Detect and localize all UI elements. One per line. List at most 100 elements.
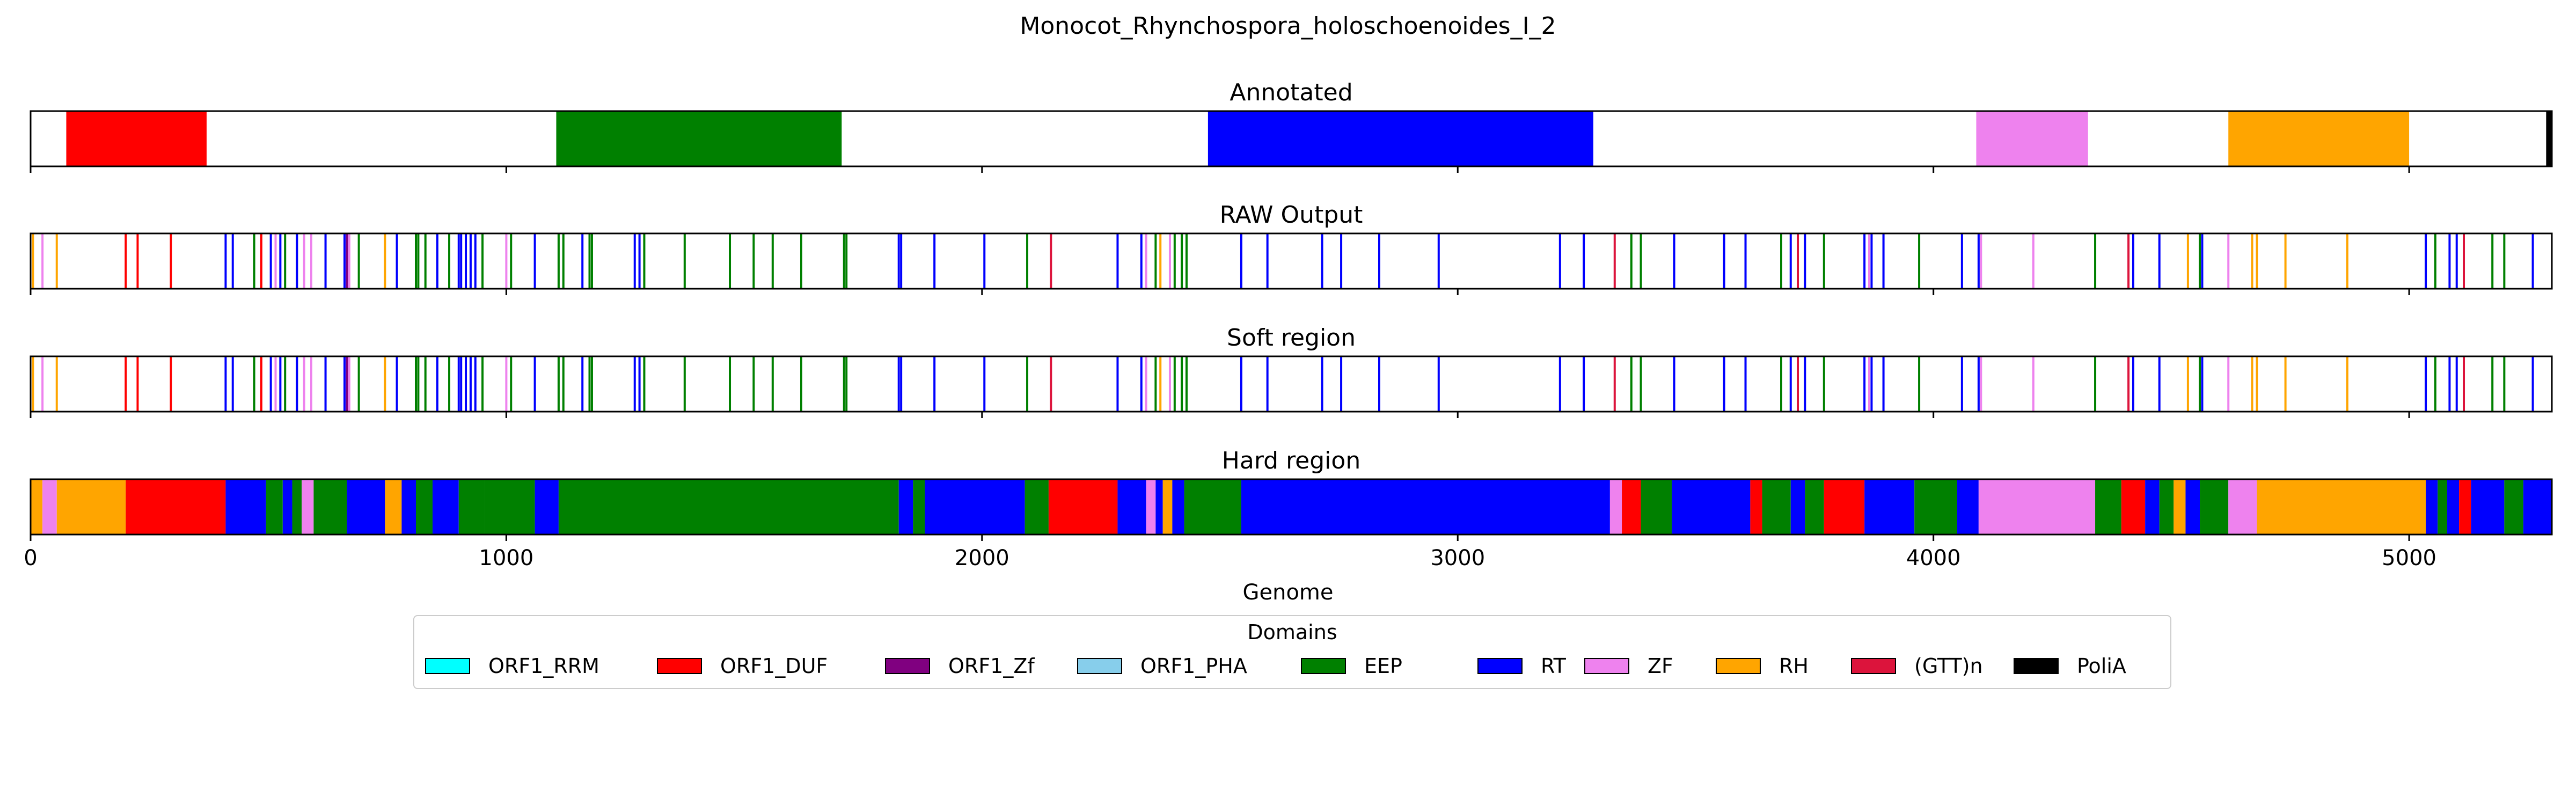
track-soft-region: Soft region xyxy=(30,324,2553,418)
track-annotated: Annotated xyxy=(30,79,2553,173)
legend-item-polia: PoliA xyxy=(2014,653,2126,679)
segment-orf1-duf xyxy=(1048,479,1118,535)
legend-item-orf1-duf: ORF1_DUF xyxy=(657,653,828,679)
segment-rt xyxy=(2471,479,2505,535)
segment-orf1-duf xyxy=(1824,479,1865,535)
x-tick-label: 3000 xyxy=(1430,546,1485,570)
track-frame xyxy=(30,355,2553,413)
segment-rt xyxy=(2426,479,2438,535)
segment-zf xyxy=(302,479,314,535)
segment-eep xyxy=(2095,479,2121,535)
legend-item-rh: RH xyxy=(1716,653,1809,679)
legend-label: EEP xyxy=(1364,654,1402,678)
segment-eep xyxy=(913,479,925,535)
legend-swatch xyxy=(1077,658,1122,674)
segment-rh xyxy=(2257,479,2426,535)
x-tick-label: 2000 xyxy=(955,546,1009,570)
segment-rt xyxy=(1672,479,1751,535)
segment-zf xyxy=(1146,479,1156,535)
track-title-raw-output: RAW Output xyxy=(1220,201,1363,229)
segment-eep xyxy=(2159,479,2174,535)
legend-item-orf1-pha: ORF1_PHA xyxy=(1077,653,1247,679)
segment-orf1-duf xyxy=(2459,479,2471,535)
segment-rh xyxy=(2228,111,2410,166)
track-raw-output: RAW Output xyxy=(30,201,2553,295)
segment-eep xyxy=(485,479,535,535)
segment-eep xyxy=(1914,479,1957,535)
segment-zf xyxy=(1976,111,2088,166)
segment-rt xyxy=(401,479,416,535)
segment-rt xyxy=(225,479,266,535)
track-title-hard-region: Hard region xyxy=(1222,447,1360,474)
track-frame xyxy=(30,232,2553,290)
segment-eep xyxy=(2438,479,2447,535)
x-tick-label: 4000 xyxy=(1906,546,1961,570)
segment-polia xyxy=(2546,111,2552,166)
legend-swatch xyxy=(885,658,930,674)
segment-rt xyxy=(347,479,385,535)
track-frame xyxy=(30,110,2553,167)
legend-swatch xyxy=(1584,658,1629,674)
segment-rh xyxy=(1162,479,1173,535)
segment-eep xyxy=(313,479,347,535)
segment-rt xyxy=(1957,479,1979,535)
legend-label: ORF1_Zf xyxy=(948,654,1035,678)
segment-zf xyxy=(42,479,57,535)
segment-rh xyxy=(31,479,43,535)
legend-swatch xyxy=(1301,658,1346,674)
legend-item-eep: EEP xyxy=(1301,653,1402,679)
x-tick-label: 0 xyxy=(24,546,37,570)
segment-zf xyxy=(1609,479,1622,535)
figure-title: Monocot_Rhynchospora_holoschoenoides_I_2 xyxy=(1020,12,1556,40)
legend-item--gtt-n: (GTT)n xyxy=(1851,653,1983,679)
segment-rt xyxy=(1172,479,1184,535)
segment-rt xyxy=(1155,479,1163,535)
segment-zf xyxy=(2228,479,2257,535)
legend-label: PoliA xyxy=(2077,654,2126,678)
segment-eep xyxy=(1024,479,1049,535)
segment-rt xyxy=(2185,479,2200,535)
segment-zf xyxy=(1978,479,2096,535)
legend-swatch xyxy=(657,658,702,674)
track-title-soft-region: Soft region xyxy=(1227,324,1356,352)
legend-label: (GTT)n xyxy=(1914,654,1983,678)
segment-eep xyxy=(2200,479,2229,535)
legend-items: ORF1_RRM ORF1_DUF ORF1_Zf ORF1_PHA EEP RT ZF RH… xyxy=(414,653,2170,679)
legend-item-orf1-rrm: ORF1_RRM xyxy=(425,653,599,679)
legend-label: ZF xyxy=(1648,654,1673,678)
legend-label: ORF1_RRM xyxy=(488,654,599,678)
track-hard-region: Hard region 0 1000 2000 3000 4000 5000 xyxy=(24,447,2553,570)
legend: Domains ORF1_RRM ORF1_DUF ORF1_Zf ORF1_PHA E… xyxy=(413,615,2171,689)
segment-rt xyxy=(2447,479,2460,535)
segment-eep xyxy=(415,479,433,535)
segment-rt xyxy=(282,479,292,535)
legend-label: RH xyxy=(1779,654,1809,678)
segment-rt xyxy=(1864,479,1915,535)
segment-eep xyxy=(458,479,485,535)
legend-swatch xyxy=(425,658,470,674)
legend-item-rt: RT xyxy=(1477,653,1566,679)
segment-rh xyxy=(385,479,402,535)
segment-rh xyxy=(56,479,126,535)
legend-label: ORF1_DUF xyxy=(720,654,828,678)
segment-orf1-duf xyxy=(66,111,207,166)
segment-rh xyxy=(2174,479,2186,535)
legend-label: RT xyxy=(1541,654,1566,678)
segment-rt xyxy=(1117,479,1146,535)
segment-orf1-duf xyxy=(2121,479,2146,535)
legend-title: Domains xyxy=(1247,620,1337,644)
legend-label: ORF1_PHA xyxy=(1140,654,1247,678)
segment-rt xyxy=(433,479,459,535)
legend-swatch xyxy=(1716,658,1761,674)
segment-eep xyxy=(556,111,842,166)
segment-eep xyxy=(1762,479,1791,535)
legend-swatch xyxy=(2014,658,2059,674)
segment-rt xyxy=(2523,479,2552,535)
x-tick-label: 5000 xyxy=(2382,546,2436,570)
legend-swatch xyxy=(1477,658,1523,674)
segment-rt xyxy=(925,479,1025,535)
segment-eep xyxy=(853,479,899,535)
segment-rt xyxy=(1208,111,1593,166)
tracks-group: Annotated RAW Output Soft region Hard regio… xyxy=(24,79,2553,570)
